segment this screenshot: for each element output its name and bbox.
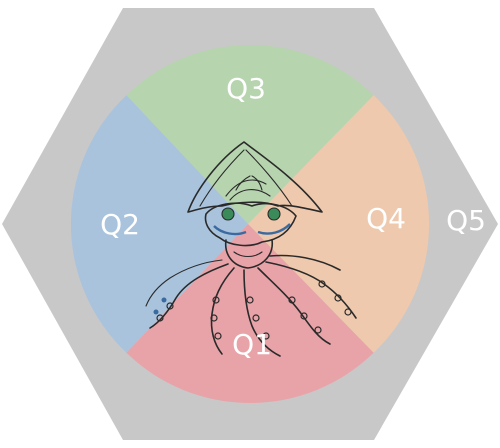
octopus-sketch-icon (145, 141, 357, 357)
quadrant-q1 (126, 224, 374, 404)
label-q3: Q3 (226, 72, 266, 105)
quadrant-q3 (126, 44, 374, 224)
label-q1: Q1 (232, 328, 272, 361)
quadrant-q2 (70, 95, 248, 353)
circle-quadrants (70, 44, 430, 404)
label-q5: Q5 (446, 204, 486, 237)
quadrant-q4 (248, 95, 430, 353)
label-q4: Q4 (366, 202, 406, 235)
label-q2: Q2 (100, 208, 140, 241)
